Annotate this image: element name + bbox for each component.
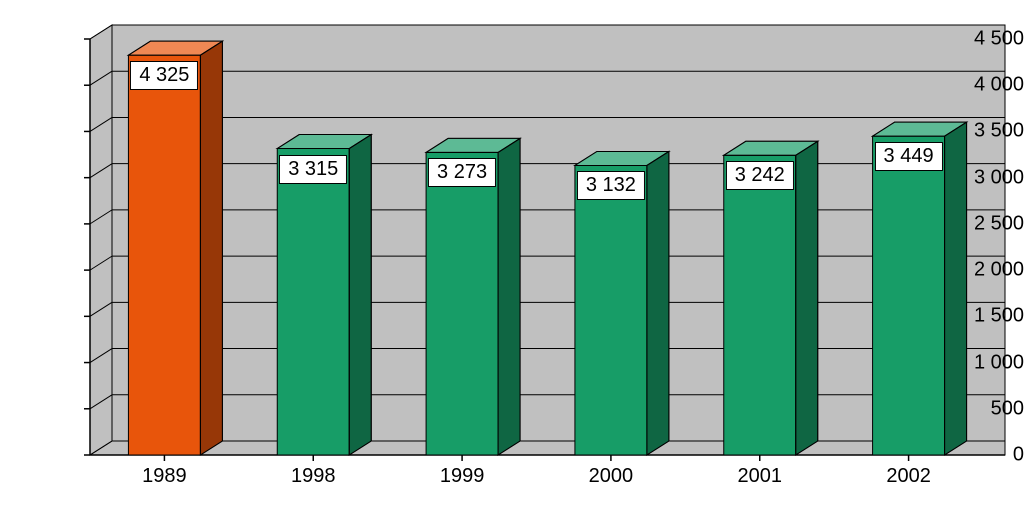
bar-value-label: 3 132	[577, 171, 645, 200]
y-axis-label: 4 000	[946, 74, 1024, 97]
bar-chart: 0 500 1 000 1 500 2 000 2 500 3 000 3 500 4 000 4…	[0, 0, 1024, 504]
y-axis-label: 1 000	[946, 351, 1024, 374]
x-axis-label: 1999	[440, 465, 485, 488]
bar-front	[873, 136, 945, 455]
bar-front	[128, 55, 200, 455]
bar-value-label: 3 449	[875, 142, 943, 171]
y-axis-label: 0	[946, 444, 1024, 467]
bar-front	[277, 149, 349, 455]
bar-value-label: 3 315	[279, 155, 347, 184]
bar-value-label: 4 325	[130, 61, 198, 90]
y-axis-label: 3 000	[946, 166, 1024, 189]
bar-front	[426, 152, 498, 455]
plot-back-wall	[112, 25, 1005, 441]
y-axis-label: 2 500	[946, 212, 1024, 235]
x-axis-label: 2001	[738, 465, 783, 488]
y-axis-label: 500	[946, 397, 1024, 420]
bar-front	[575, 165, 647, 455]
bar-value-label: 3 273	[428, 158, 496, 187]
x-axis-label: 2000	[589, 465, 634, 488]
x-axis-label: 1989	[142, 465, 187, 488]
plot-floor	[90, 441, 1005, 455]
x-axis-label: 2002	[886, 465, 931, 488]
bar-front	[724, 155, 796, 455]
y-axis-label: 2 000	[946, 259, 1024, 282]
plot-side-wall	[90, 25, 112, 455]
x-axis-label: 1998	[291, 465, 336, 488]
y-axis-label: 1 500	[946, 305, 1024, 328]
y-axis-label: 4 500	[946, 28, 1024, 51]
bar-value-label: 3 242	[726, 161, 794, 190]
y-axis-label: 3 500	[946, 120, 1024, 143]
